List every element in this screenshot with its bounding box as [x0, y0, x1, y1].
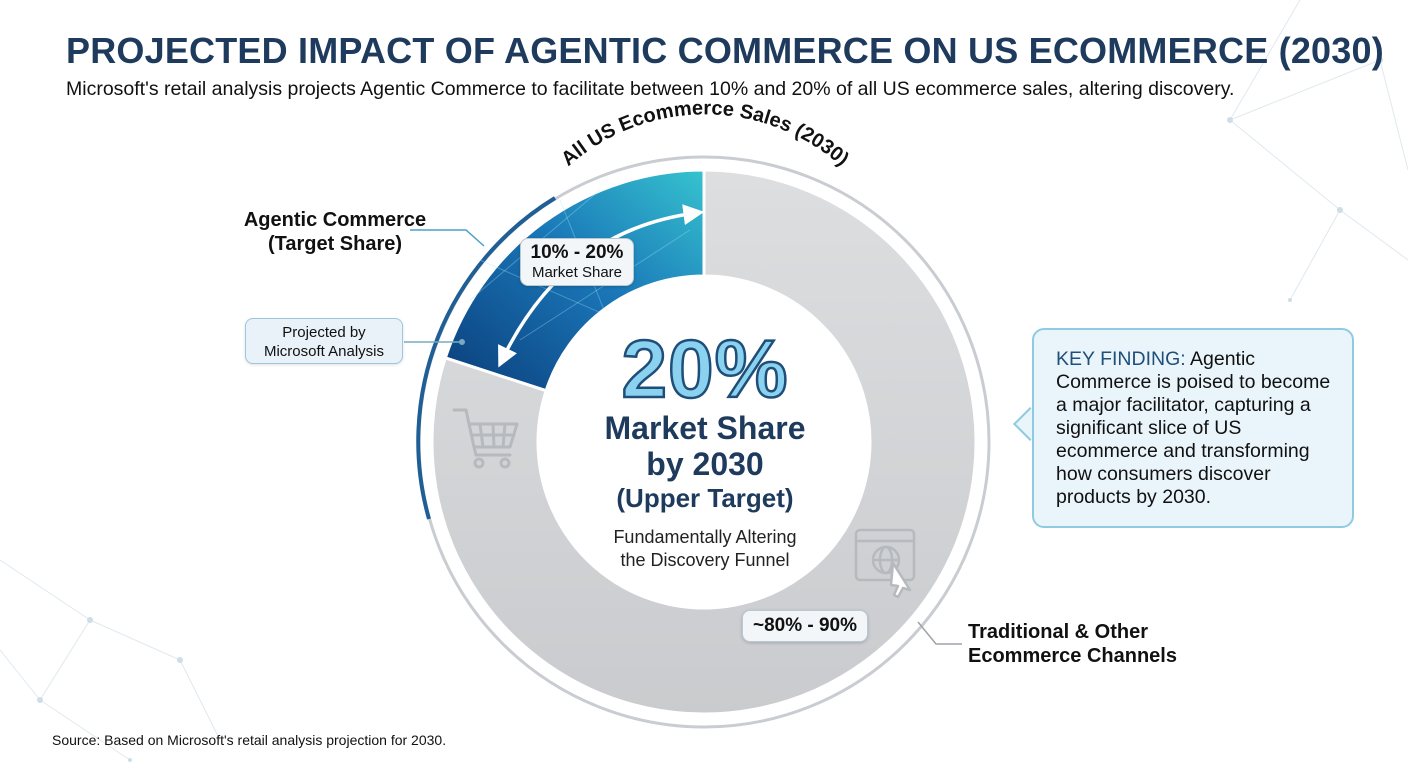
page-subtitle: Microsoft's retail analysis projects Age…: [66, 78, 1235, 100]
center-note-line2: the Discovery Funnel: [620, 550, 790, 570]
traditional-label-line2: Ecommerce Channels: [968, 645, 1177, 667]
chart-title: All US Ecommerce Sales (2030): [557, 97, 853, 170]
projected-by-tag: Projected by Microsoft Analysis: [245, 318, 403, 364]
center-summary: 20% Market Share by 2030 (Upper Target) …: [560, 324, 850, 572]
agentic-commerce-label: Agentic Commerce (Target Share): [228, 208, 442, 256]
agentic-label-line2: (Target Share): [267, 233, 403, 255]
traditional-range-label: ~80% - 90%: [742, 610, 868, 642]
leader-dot-projected: [459, 339, 465, 345]
agentic-range-label: 10% - 20% Market Share: [520, 238, 634, 286]
center-note: Fundamentally Altering the Discovery Fun…: [560, 526, 850, 572]
agentic-range-value: 10% - 20%: [530, 242, 624, 263]
agentic-label-line1: Agentic Commerce: [243, 209, 427, 231]
center-note-line1: Fundamentally Altering: [613, 527, 797, 547]
center-line3: (Upper Target): [616, 483, 794, 513]
traditional-label-line1: Traditional & Other: [968, 621, 1149, 643]
source-note: Source: Based on Microsoft's retail anal…: [52, 732, 447, 748]
web-browser-globe-icon: [854, 528, 916, 599]
shopping-cart-icon: [452, 408, 519, 469]
center-line1: Market Share: [604, 410, 806, 446]
center-percentage: 20%: [620, 324, 789, 415]
leader-line-traditional: [917, 621, 962, 645]
key-finding-box: KEY FINDING: Agentic Commerce is poised …: [1032, 328, 1354, 528]
traditional-channels-label: Traditional & Other Ecommerce Channels: [968, 620, 1208, 668]
projected-line2: Microsoft Analysis: [263, 343, 385, 360]
page-title: PROJECTED IMPACT OF AGENTIC COMMERCE ON …: [66, 30, 1384, 71]
key-finding-text: Agentic Commerce is poised to become a m…: [1056, 348, 1331, 508]
center-line2: by 2030: [646, 446, 764, 482]
agentic-range-sublabel: Market Share: [531, 264, 623, 281]
leader-line-agentic: [410, 229, 485, 247]
traditional-range-value: ~80% - 90%: [752, 615, 858, 636]
projected-line1: Projected by: [282, 324, 366, 341]
chart-title-path: All US Ecommerce Sales (2030): [557, 97, 853, 170]
key-finding-label: KEY FINDING:: [1056, 348, 1186, 370]
